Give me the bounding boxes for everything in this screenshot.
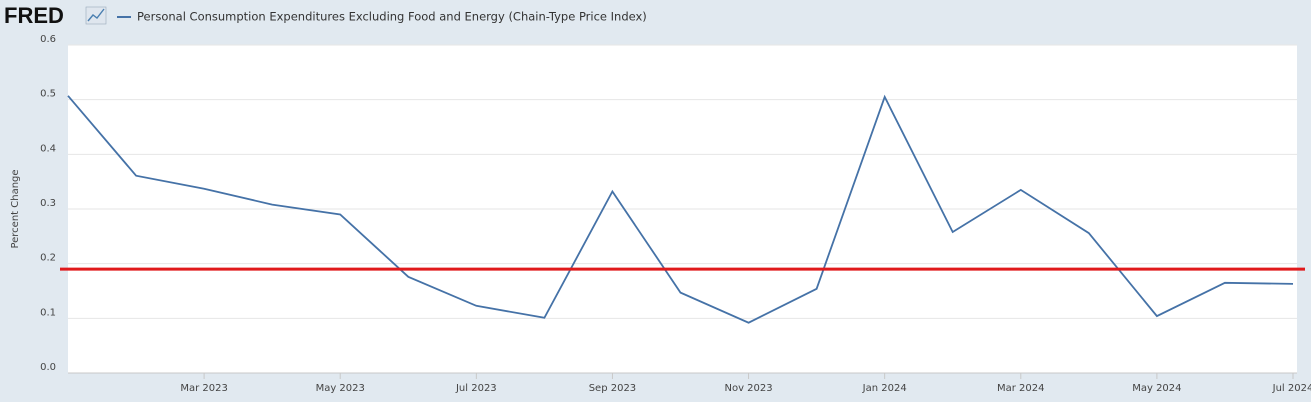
x-tick-label: May 2023 (316, 383, 365, 394)
x-tick-label: Jul 2023 (455, 383, 497, 394)
y-tick-label: 0.0 (40, 362, 56, 373)
y-tick-label: 0.5 (40, 89, 56, 100)
y-tick-label: 0.1 (40, 307, 56, 318)
legend-label: Personal Consumption Expenditures Exclud… (137, 10, 647, 24)
y-tick-label: 0.3 (40, 198, 56, 209)
x-tick-label: Mar 2023 (180, 383, 228, 394)
series-line (67, 94, 1294, 324)
y-tick-label: 0.2 (40, 253, 56, 264)
logo[interactable]: FRED (4, 3, 64, 28)
y-tick-label: 0.6 (40, 34, 56, 45)
y-axis-label: Percent Change (10, 169, 21, 248)
x-tick-label: Jan 2024 (862, 383, 907, 394)
x-tick-label: Nov 2023 (724, 383, 772, 394)
x-tick-label: Jul 2024 (1272, 383, 1311, 394)
y-tick-label: 0.4 (40, 143, 56, 154)
x-tick-label: May 2024 (1132, 383, 1181, 394)
logo-icon (85, 6, 107, 25)
x-tick-label: Mar 2024 (997, 383, 1045, 394)
x-tick-label: Sep 2023 (589, 383, 636, 394)
